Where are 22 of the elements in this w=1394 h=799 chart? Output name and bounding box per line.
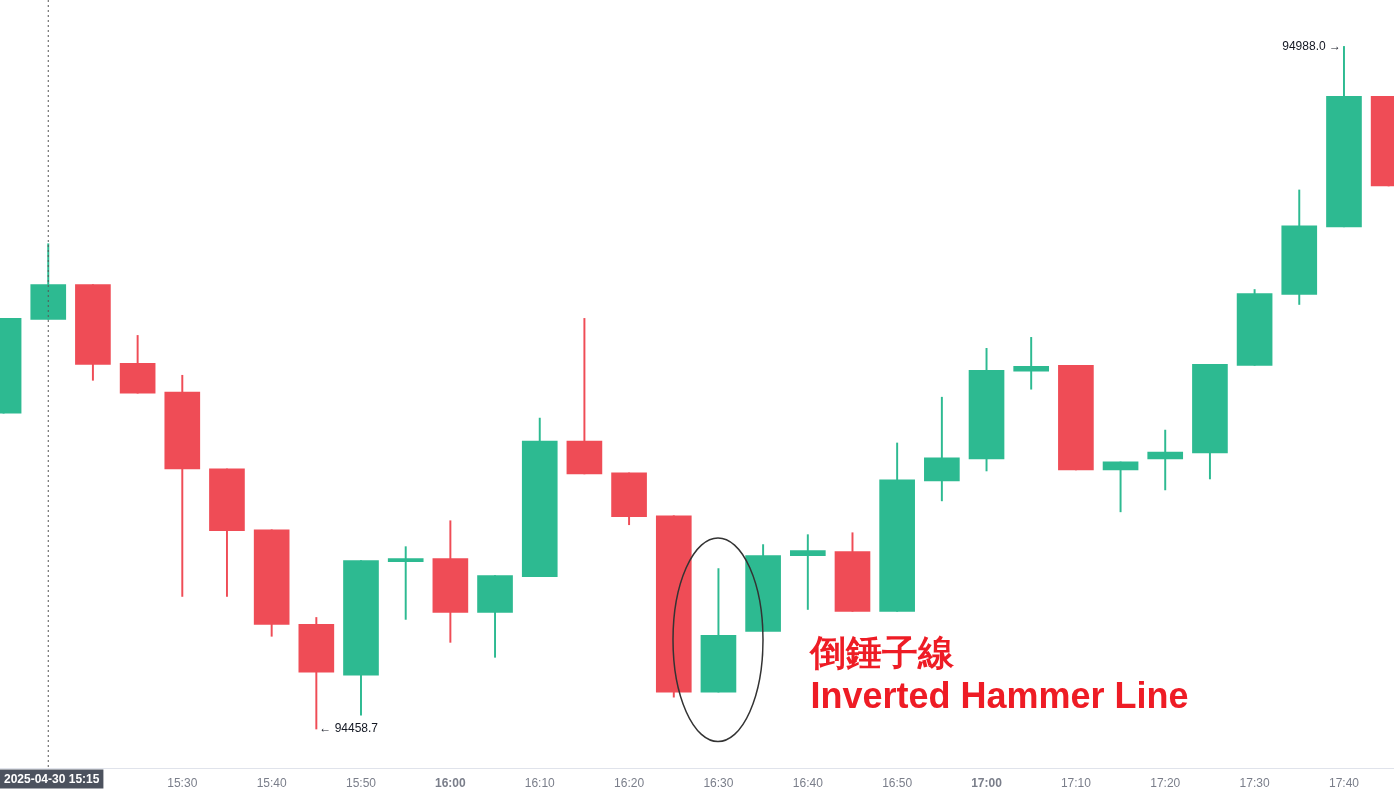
candlestick bbox=[387, 546, 424, 620]
x-tick-label: 16:40 bbox=[792, 776, 824, 791]
x-tick-label: 15:50 bbox=[345, 776, 377, 791]
annotation: 倒錘子線 bbox=[808, 632, 956, 674]
x-tick-label: 17:20 bbox=[1150, 776, 1181, 791]
x-tick-label: 15:30 bbox=[167, 776, 198, 791]
annotation: Inverted Hammer Line bbox=[810, 675, 1189, 717]
x-tick-label: 17:00 bbox=[971, 776, 1003, 791]
x-tick-label: 17:30 bbox=[1239, 776, 1270, 791]
x-tick-label: 16:20 bbox=[614, 776, 645, 791]
x-tick-label: 15:40 bbox=[256, 776, 288, 791]
candlestick bbox=[1013, 337, 1050, 390]
annotation: ← 94458.7 bbox=[319, 721, 379, 736]
x-tick-label: 16:50 bbox=[882, 776, 913, 791]
x-tick-label: 16:30 bbox=[703, 776, 734, 791]
candlestick bbox=[789, 534, 826, 610]
x-tick-label: 17:40 bbox=[1328, 776, 1360, 791]
x-tick-label: 16:10 bbox=[524, 776, 556, 791]
x-tick-label: 17:10 bbox=[1060, 776, 1092, 791]
ref-line-label: 2025-04-30 15:15 bbox=[4, 771, 100, 786]
annotation: 94988.0 → bbox=[1282, 38, 1341, 53]
x-tick-label: 16:00 bbox=[435, 776, 467, 791]
